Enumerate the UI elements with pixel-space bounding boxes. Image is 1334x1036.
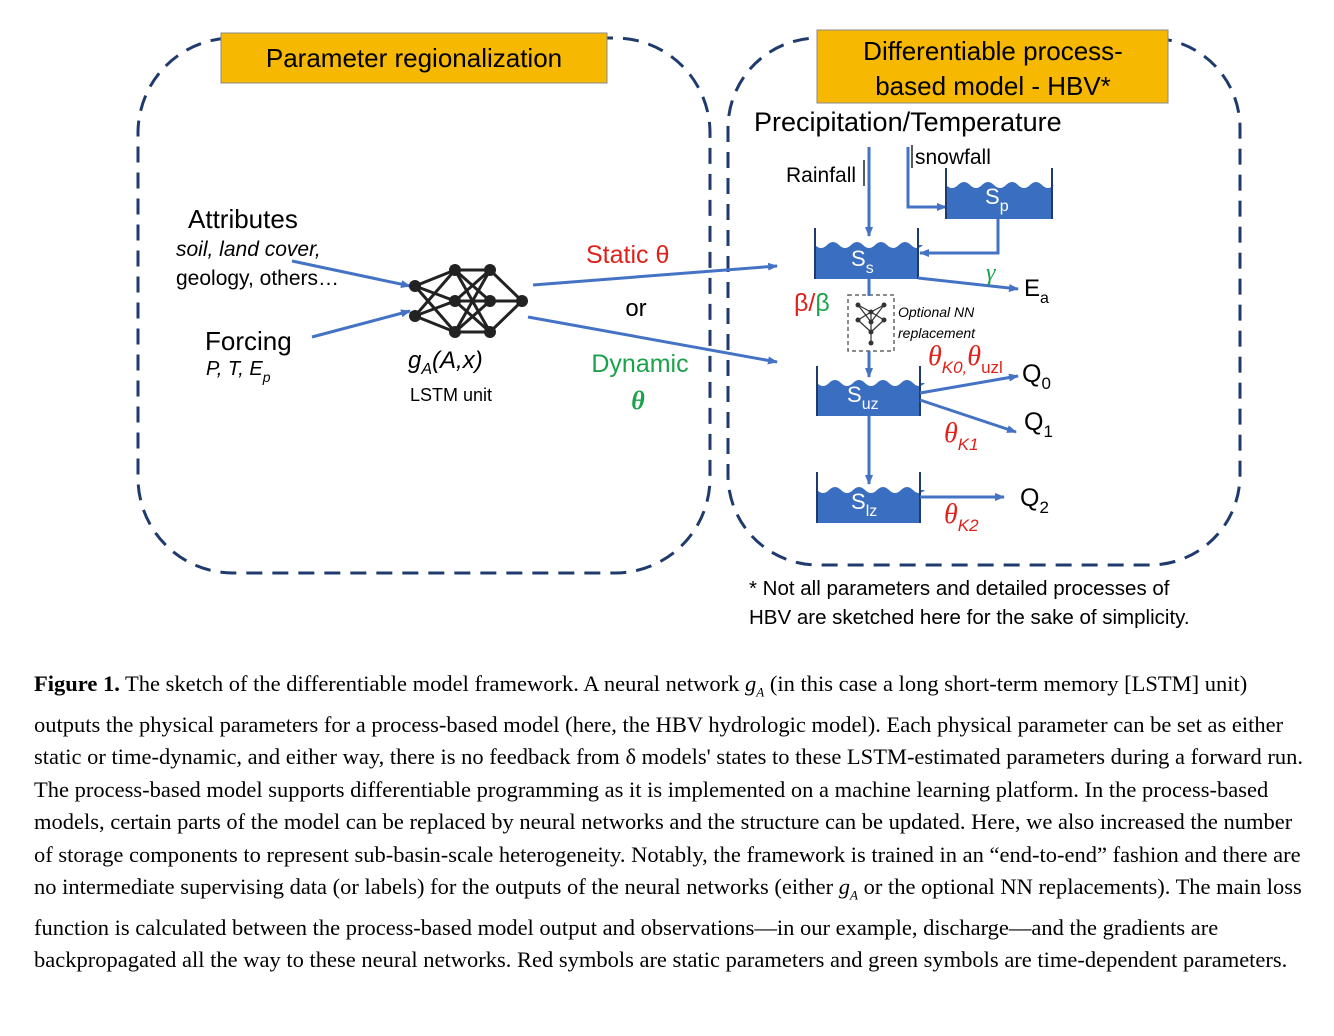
evap-arrow <box>917 276 1019 292</box>
static-arrow <box>532 262 778 287</box>
attributes-detail-1: soil, land cover, <box>176 238 321 261</box>
lower-zone-bucket <box>817 487 925 523</box>
hbv-title-line-2: based model - HBV* <box>875 71 1111 101</box>
snowpack-label: Sp <box>985 184 1009 215</box>
q1-arrow <box>919 398 1017 434</box>
figure-caption: Figure 1. The sketch of the differentiab… <box>34 668 1306 977</box>
rainfall-label: Rainfall <box>786 164 856 187</box>
caption-ga-symbol: gA <box>745 671 765 700</box>
dynamic-label: Dynamic <box>591 350 688 378</box>
gamma-label: γ <box>986 260 996 286</box>
network-label: gA(A,x) <box>408 347 483 378</box>
theta-k0-uzl-label: θK0,θuzl <box>928 341 1003 377</box>
q0-label: Q0 <box>1022 360 1051 393</box>
attributes-arrow <box>291 259 411 289</box>
footnote-line-1: * Not all parameters and detailed proces… <box>749 577 1170 600</box>
hbv-title-box <box>816 29 1169 104</box>
q2-label: Q2 <box>1020 484 1049 517</box>
caption-text-3: or the optional NN replacements). The ma… <box>34 873 1302 973</box>
attributes-detail-2: geology, others… <box>176 267 339 290</box>
regionalization-title-box <box>220 32 608 84</box>
upper-zone-bucket <box>817 380 925 416</box>
caption-text-2: (in this case a long short-term memory [… <box>34 671 1304 899</box>
forcing-arrow <box>311 309 411 339</box>
melt-arrow <box>919 219 1000 257</box>
upper-zone-label: Suz <box>847 382 879 413</box>
regionalization-title: Parameter regionalization <box>266 43 562 73</box>
hbv-title-line-1: Differentiable process- <box>863 36 1123 66</box>
optional-nn-icon <box>855 302 887 346</box>
or-label: or <box>625 295 646 322</box>
nn-note-2: replacement <box>898 325 976 341</box>
caption-text-1: The sketch of the differentiable model f… <box>119 671 746 696</box>
framework-diagram: Parameter regionalization Differentiable… <box>136 29 1242 629</box>
snowfall-arrow <box>906 147 947 211</box>
attributes-label: Attributes <box>188 204 298 234</box>
theta-k1-label: θK1 <box>944 418 979 454</box>
lower-zone-label: Slz <box>851 489 877 520</box>
snowfall-label: snowfall <box>915 146 991 169</box>
static-theta-label: Static θ <box>586 241 669 269</box>
lstm-network-icon <box>409 264 528 338</box>
optional-nn-box <box>847 294 895 352</box>
figure-label: Figure 1. <box>34 671 120 696</box>
forcing-label: Forcing <box>205 326 292 356</box>
dynamic-arrow <box>527 315 778 365</box>
beta-label: β/β <box>794 289 830 317</box>
footnote-line-2: HBV are sketched here for the sake of si… <box>749 606 1190 629</box>
soil-label: Ss <box>851 246 874 277</box>
nn-note-1: Optional NN <box>898 304 975 320</box>
caption-ga-symbol-2: gA <box>838 873 858 903</box>
q1-label: Q1 <box>1024 408 1053 441</box>
soil-bucket <box>815 242 923 279</box>
theta-k2-label: θK2 <box>944 499 979 535</box>
snowpack-bucket <box>946 182 1054 219</box>
ea-label: Ea <box>1024 275 1049 307</box>
precip-temp-label: Precipitation/Temperature <box>754 107 1062 137</box>
forcing-detail: P, T, Ep <box>206 358 271 385</box>
q0-arrow <box>919 373 1019 395</box>
dynamic-theta: θ <box>631 386 645 415</box>
network-caption: LSTM unit <box>410 385 492 405</box>
